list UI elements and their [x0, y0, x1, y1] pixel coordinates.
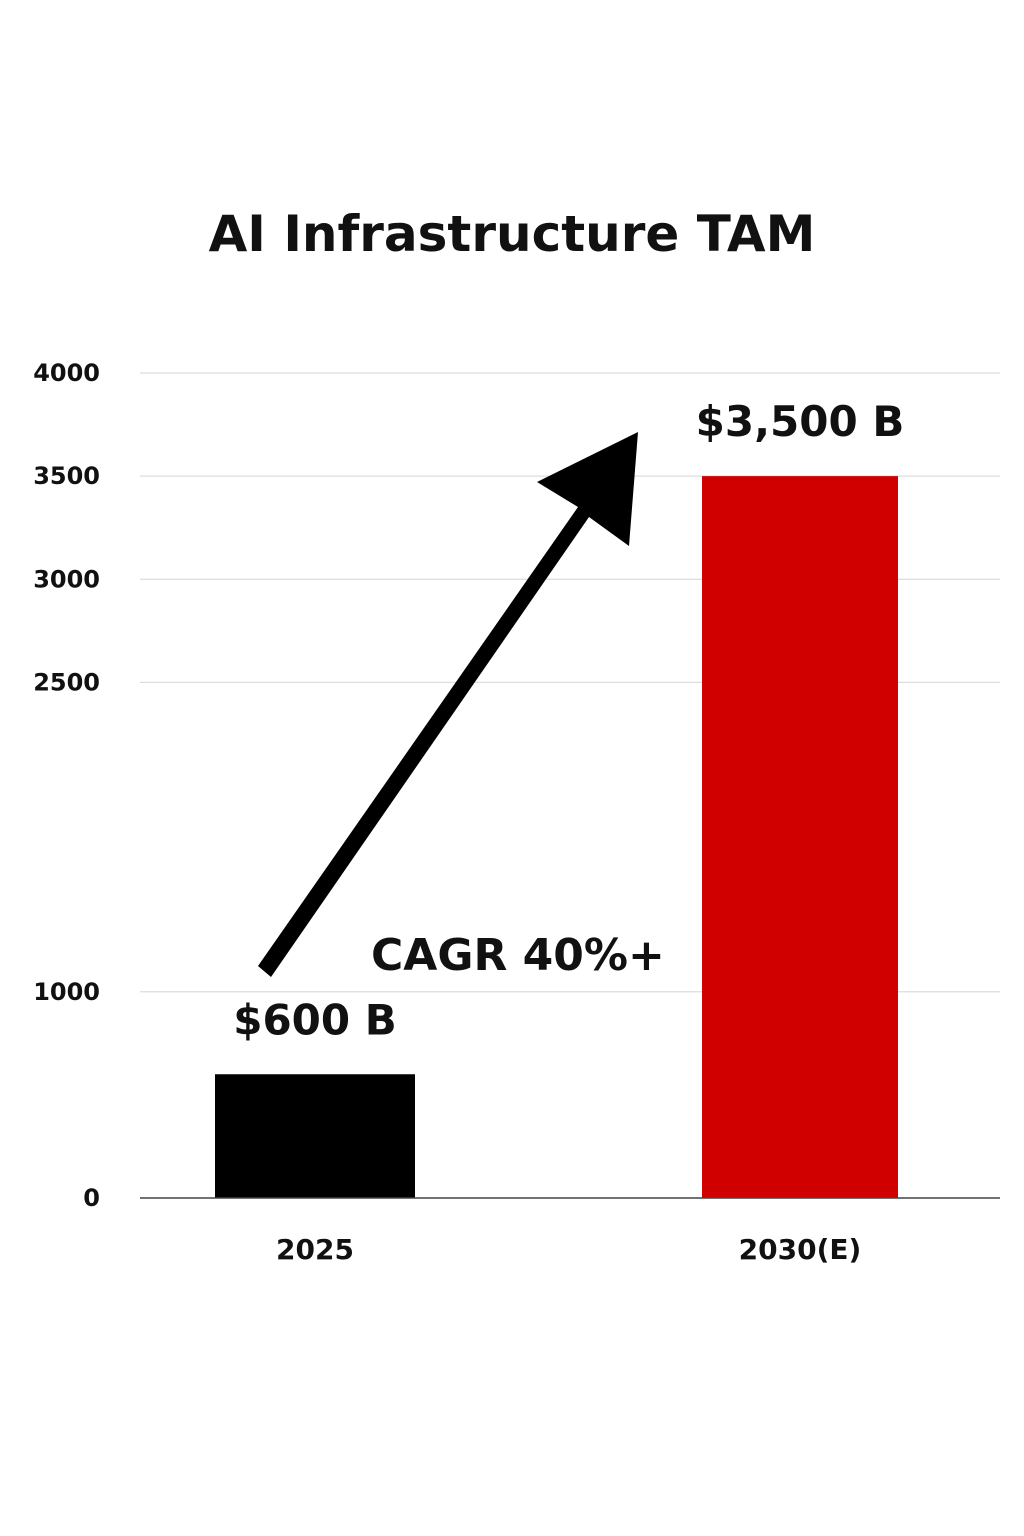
y-axis-ticks: 0 1000 2500 3000 3500 4000	[33, 359, 100, 1212]
y-tick-label: 3500	[33, 462, 100, 490]
growth-arrow	[258, 432, 638, 977]
y-tick-label: 0	[83, 1184, 100, 1212]
y-tick-label: 1000	[33, 978, 100, 1006]
y-tick-label: 2500	[33, 668, 100, 696]
x-category-label: 2030(E)	[739, 1233, 862, 1266]
value-labels: $600 B $3,500 B	[233, 397, 904, 1044]
chart-title: AI Infrastructure TAM	[208, 205, 816, 263]
x-axis-categories: 2025 2030(E)	[276, 1233, 861, 1266]
x-category-label: 2025	[276, 1233, 354, 1266]
bar-2025	[215, 1074, 415, 1198]
bars	[215, 476, 898, 1198]
y-tick-label: 3000	[33, 565, 100, 593]
value-label: $3,500 B	[696, 397, 905, 446]
growth-arrow-icon	[258, 432, 638, 977]
y-tick-label: 4000	[33, 359, 100, 387]
value-label: $600 B	[233, 995, 397, 1044]
bar-2030e	[702, 476, 898, 1198]
cagr-annotation: CAGR 40%+	[371, 930, 665, 981]
